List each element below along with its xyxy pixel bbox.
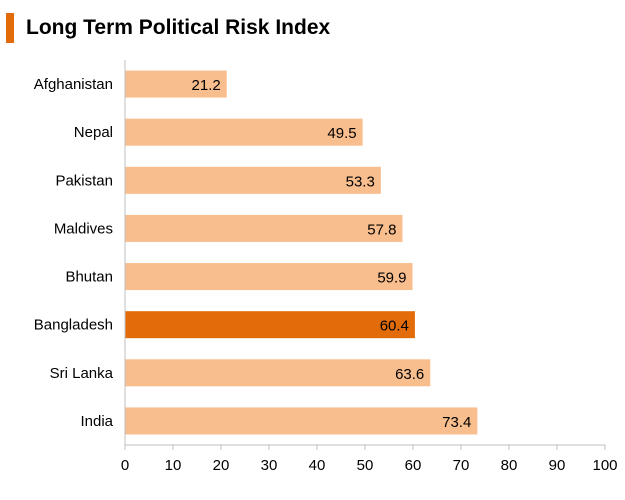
category-label-pakistan: Pakistan	[55, 172, 113, 189]
title-accent-bar	[6, 13, 14, 43]
value-label-bangladesh: 60.4	[380, 318, 409, 335]
x-tick-label-20: 20	[213, 457, 230, 474]
bar-bhutan	[125, 263, 413, 291]
bar-india	[125, 407, 478, 435]
category-label-bhutan: Bhutan	[65, 269, 113, 286]
x-tick-label-70: 70	[453, 457, 470, 474]
x-tick-label-10: 10	[165, 457, 182, 474]
x-tick-label-30: 30	[261, 457, 278, 474]
bar-pakistan	[125, 166, 381, 194]
category-label-sri-lanka: Sri Lanka	[50, 365, 114, 382]
category-label-india: India	[80, 413, 113, 430]
value-label-maldives: 57.8	[367, 221, 396, 238]
value-label-bhutan: 59.9	[377, 270, 406, 287]
value-label-sri-lanka: 63.6	[395, 366, 424, 383]
value-label-nepal: 49.5	[327, 125, 356, 142]
x-tick-label-60: 60	[405, 457, 422, 474]
bar-afghanistan	[125, 70, 227, 98]
chart-title: Long Term Political Risk Index	[26, 16, 331, 39]
x-tick-label-0: 0	[121, 457, 129, 474]
x-tick-label-40: 40	[309, 457, 326, 474]
bar-sri-lanka	[125, 359, 431, 387]
category-label-bangladesh: Bangladesh	[34, 317, 113, 334]
value-label-pakistan: 53.3	[346, 173, 375, 190]
value-label-afghanistan: 21.2	[192, 77, 221, 94]
category-label-nepal: Nepal	[74, 124, 113, 141]
value-label-india: 73.4	[442, 414, 471, 431]
category-label-afghanistan: Afghanistan	[34, 76, 113, 93]
category-label-maldives: Maldives	[54, 220, 113, 237]
x-tick-label-100: 100	[592, 457, 617, 474]
x-tick-label-80: 80	[501, 457, 518, 474]
x-tick-label-50: 50	[357, 457, 374, 474]
x-tick-label-90: 90	[549, 457, 566, 474]
bar-maldives	[125, 214, 403, 242]
bar-nepal	[125, 118, 363, 146]
bar-bangladesh	[125, 311, 415, 339]
